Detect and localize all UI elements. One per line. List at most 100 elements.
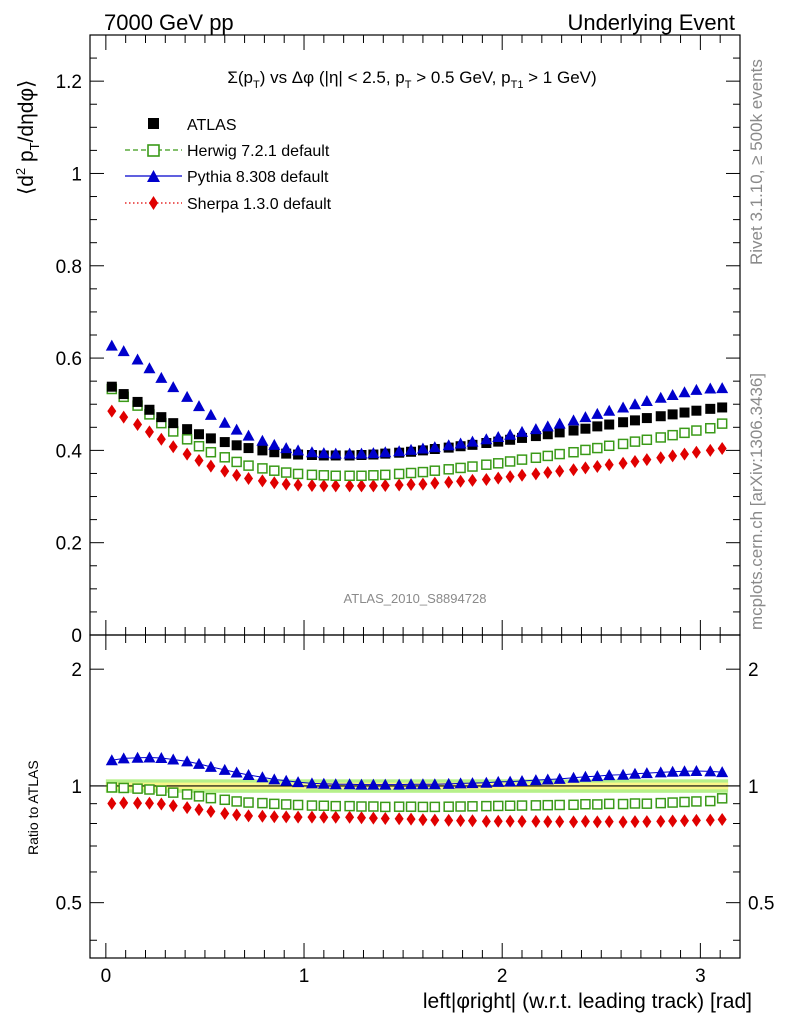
- series-sherpa: [107, 404, 727, 493]
- point-herwig: [292, 468, 304, 480]
- point-pythia: [329, 447, 342, 459]
- point-atlas: [655, 411, 666, 422]
- legend-herwig-marker: [147, 144, 160, 157]
- main-series-layer: [105, 339, 729, 493]
- point-pythia: [579, 411, 592, 423]
- ratio-point-sherpa: [493, 814, 503, 828]
- ratio-frame: [89, 634, 741, 959]
- point-pythia: [416, 442, 429, 454]
- ratio-y-tick-label-right: 0.5: [748, 894, 774, 915]
- ratio-ylabel: Ratio to ATLAS: [25, 760, 41, 855]
- ratio-point-pythia: [280, 774, 293, 786]
- legend-atlas-label: ATLAS: [187, 117, 237, 134]
- point-herwig: [542, 450, 554, 462]
- ratio-point-herwig: [318, 800, 330, 811]
- point-pythia: [393, 445, 406, 457]
- ratio-point-sherpa: [505, 814, 515, 828]
- point-pythia: [379, 446, 392, 458]
- ratio-series-sherpa: [107, 796, 727, 829]
- y-tick-label: 0: [71, 626, 82, 647]
- ratio-point-sherpa: [481, 814, 491, 828]
- point-atlas: [243, 443, 254, 454]
- point-herwig: [417, 466, 429, 478]
- ratio-point-pythia: [654, 766, 667, 778]
- ratio-point-sherpa: [133, 796, 143, 810]
- point-sherpa: [269, 476, 279, 490]
- point-sherpa: [307, 478, 317, 492]
- main-title: Σ(pT) vs Δφ (|η| < 2.5, pT > 0.5 GeV, pT…: [227, 68, 596, 91]
- header-right: Underlying Event: [567, 10, 735, 35]
- point-herwig: [655, 432, 666, 443]
- ratio-point-pythia: [317, 777, 330, 789]
- ratio-point-sherpa: [194, 803, 204, 817]
- point-sherpa: [168, 440, 178, 454]
- point-herwig: [405, 467, 417, 479]
- ratio-point-pythia: [617, 768, 630, 780]
- ratio-point-pythia: [192, 757, 205, 769]
- point-herwig: [368, 470, 379, 481]
- legend-pythia-marker: [147, 170, 160, 182]
- ratio-point-pythia: [466, 777, 479, 789]
- point-pythia: [690, 383, 703, 395]
- ratio-point-pythia: [454, 777, 467, 789]
- ratio-point-pythia: [105, 754, 118, 766]
- point-herwig: [667, 429, 678, 441]
- point-pythia: [591, 407, 604, 419]
- point-pythia: [367, 447, 380, 459]
- point-pythia: [541, 420, 554, 432]
- point-sherpa: [331, 479, 341, 493]
- ratio-point-herwig: [629, 798, 641, 809]
- ratio-point-sherpa: [269, 810, 279, 824]
- ratio-point-pythia: [666, 765, 679, 777]
- point-herwig: [193, 440, 205, 452]
- point-pythia: [466, 435, 479, 447]
- ratio-point-herwig: [368, 801, 379, 812]
- point-sherpa: [691, 445, 701, 459]
- ratio-point-sherpa: [604, 815, 614, 829]
- ratio-point-sherpa: [257, 809, 267, 823]
- point-sherpa: [144, 425, 154, 439]
- ratio-point-pythia: [567, 771, 580, 783]
- ratio-point-pythia: [405, 778, 418, 790]
- ratio-point-sherpa: [592, 815, 602, 829]
- ratio-point-sherpa: [656, 814, 666, 828]
- x-tick-label: 2: [497, 966, 508, 987]
- ratio-point-sherpa: [368, 811, 378, 825]
- point-sherpa: [592, 460, 602, 474]
- point-pythia: [117, 345, 130, 357]
- point-pythia: [317, 447, 330, 459]
- point-pythia: [704, 382, 717, 394]
- point-pythia: [628, 398, 641, 410]
- ratio-point-sherpa: [705, 813, 715, 827]
- point-sherpa: [368, 479, 378, 493]
- x-tick-label: 3: [695, 966, 706, 987]
- point-pythia: [268, 438, 281, 450]
- ratio-point-pythia: [579, 770, 592, 782]
- legend: ATLAS Herwig 7.2.1 default Pythia 8.308 …: [125, 117, 332, 213]
- ratio-point-herwig: [655, 797, 666, 809]
- point-sherpa: [194, 454, 204, 468]
- ratio-point-sherpa: [156, 797, 166, 811]
- point-sherpa: [604, 458, 614, 472]
- ratio-point-sherpa: [680, 814, 690, 828]
- point-sherpa: [220, 464, 230, 478]
- y-tick-label: 1.2: [56, 72, 82, 93]
- point-pythia: [405, 443, 418, 455]
- point-pythia: [230, 423, 243, 435]
- point-herwig: [504, 456, 516, 467]
- ratio-point-herwig: [641, 798, 653, 809]
- point-sherpa: [380, 478, 390, 492]
- point-atlas: [205, 433, 216, 444]
- ratio-point-herwig: [356, 801, 367, 812]
- ratio-point-pythia: [343, 778, 356, 790]
- point-atlas: [530, 431, 541, 442]
- point-sherpa: [717, 442, 727, 456]
- ratio-point-herwig: [306, 800, 318, 811]
- point-pythia: [603, 404, 616, 416]
- point-sherpa: [232, 468, 242, 482]
- point-sherpa: [630, 454, 640, 468]
- ratio-point-sherpa: [331, 810, 341, 824]
- ratio-point-sherpa: [580, 814, 590, 828]
- ratio-point-pythia: [143, 751, 156, 763]
- ratio-point-herwig: [106, 782, 118, 793]
